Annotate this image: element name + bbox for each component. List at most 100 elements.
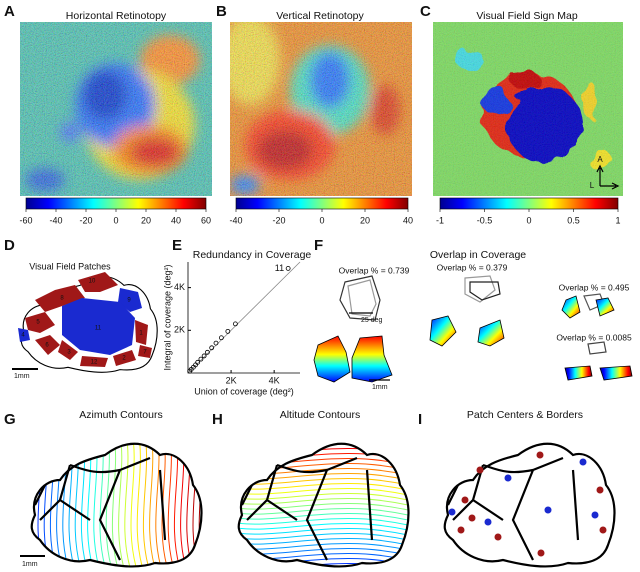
contour-line [61,443,71,567]
contour-line [160,443,170,567]
shape [351,335,393,383]
shape [18,328,30,342]
panel-title: Azimuth Contours [79,409,162,421]
shape [230,22,412,196]
y-axis-label: Integral of coverage (deg²) [162,264,172,370]
overlap-label: Overlap % = 0.739 [339,265,410,275]
shape [587,341,607,355]
colorbar-tick-label: 60 [201,215,211,225]
x-axis-label: Union of coverage (deg²) [194,386,294,396]
colorbar-tick-label: 0 [113,215,118,225]
scatter-point [198,356,204,362]
shape [564,365,593,381]
shape [35,335,60,355]
scale-label: 1mm [14,373,30,380]
panel-letter: F [314,237,323,254]
shape [135,320,148,345]
contour-line [238,523,409,532]
shape [579,458,587,466]
contour-line [117,443,127,567]
scatter-point [204,349,210,355]
patch-map [12,272,158,373]
contour-line [67,443,77,567]
patch-centers [448,451,607,557]
scatter-point [218,335,224,341]
colorbar-tick-label: 40 [403,215,413,225]
y-tick-label: 2K [174,325,185,335]
shape [62,298,135,355]
vertical-retinotopy-map [230,22,412,196]
x-tick-label: 4K [269,375,280,385]
contour-line [173,443,183,567]
shape [34,456,167,561]
shape [599,365,633,381]
visual-field-sign-map [433,22,623,196]
panel-letter: C [420,3,431,20]
shape [504,474,512,482]
scatter-point [225,328,231,334]
coverage-patches [313,275,633,383]
shape [113,350,136,366]
panel-title: Altitude Contours [280,409,361,421]
shape [118,288,142,312]
point-label: 11 [275,263,284,273]
shape [80,356,108,367]
contour-line [31,443,34,567]
shape [446,456,580,562]
panel-title: Visual Field Patches [29,261,111,271]
patch-label: 12 [91,360,98,366]
overlap-label: Overlap % = 0.495 [559,282,630,292]
shape [464,275,496,303]
colorbar-tick-label: -60 [19,215,32,225]
shape [313,335,351,383]
scale-label: 1mm [372,384,388,391]
shape [78,272,118,292]
axes [187,262,300,374]
panel-title: Patch Centers & Borders [467,409,583,421]
shape [468,514,476,522]
shape [469,281,501,301]
axis-label: L [590,181,595,190]
shape [25,312,55,333]
contour-line [74,443,84,567]
contour-line [205,425,213,572]
colorbar-tick-label: 0 [526,215,531,225]
colorbar [25,197,207,210]
contour-line [238,518,409,527]
contour-line [136,443,146,567]
patch-label: 1 [139,331,143,337]
contour-line [222,434,412,441]
panel-letter: D [4,237,15,254]
contour-line [111,443,121,567]
colorbar-tick-label: 0 [319,215,324,225]
shape [339,275,381,321]
shape [443,442,616,568]
shape [457,526,465,534]
patch-label: 8 [60,296,64,302]
colorbar [439,197,619,210]
contour-line [92,443,102,567]
contour-line [167,443,177,567]
x-tick-label: 2K [226,375,237,385]
chart-title: Redundancy in Coverage [193,249,312,261]
shape [347,279,377,317]
patch-label: 2 [122,356,126,362]
panel-title: Visual Field Sign Map [476,10,578,22]
colorbar-tick-label: 20 [360,215,370,225]
colorbar [235,197,409,210]
contour-line [98,443,108,567]
contour-line [49,443,59,567]
contour-line [86,443,96,567]
contour-line [238,443,409,447]
colorbar-tick-label: 20 [141,215,151,225]
patch-borders [20,442,616,568]
contour-line [238,443,409,452]
scatter-point [232,321,238,327]
shape [138,345,152,358]
contour-line [129,443,139,567]
patch-label: 9 [127,298,131,304]
shape [448,508,456,516]
patch-label: 4 [21,333,25,339]
panel-letter: G [4,411,16,428]
